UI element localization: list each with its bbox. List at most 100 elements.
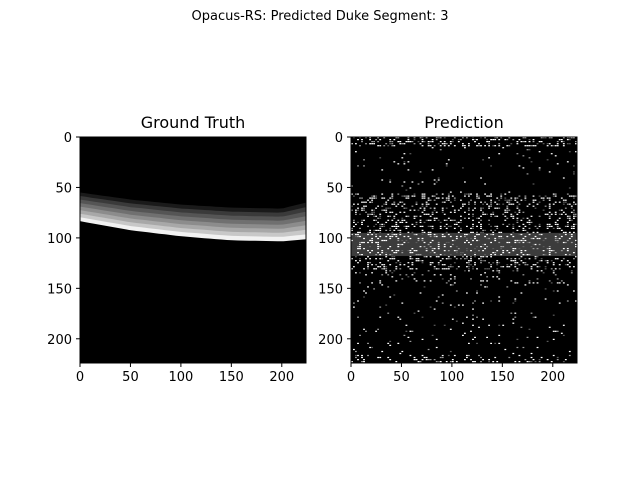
pred-noise-pixel — [538, 266, 541, 268]
pred-noise-pixel — [490, 205, 493, 207]
pred-noise-pixel — [411, 268, 414, 270]
pred-noise-pixel — [506, 139, 509, 141]
pred-noise-pixel — [524, 258, 527, 260]
pred-noise-pixel — [367, 266, 369, 268]
pred-noise-pixel — [498, 199, 501, 201]
pred-noise-pixel — [353, 221, 355, 224]
pred-noise-pixel — [427, 219, 430, 221]
pred-noise-pixel — [381, 169, 384, 171]
pred-noise-pixel — [538, 151, 541, 153]
pred-noise-pixel — [389, 237, 392, 240]
pred-noise-pixel — [419, 137, 422, 139]
pred-noise-pixel — [405, 189, 408, 191]
pred-noise-pixel — [431, 225, 434, 228]
pred-noise-pixel — [556, 359, 559, 361]
pred-noise-pixel — [403, 334, 406, 337]
pred-noise-pixel — [435, 139, 438, 141]
pred-noise-pixel — [453, 354, 456, 357]
pred-noise-pixel — [435, 300, 438, 302]
pred-noise-pixel — [417, 361, 420, 363]
pred-noise-pixel — [544, 205, 547, 207]
pred-noise-pixel — [494, 207, 497, 209]
pred-noise-pixel — [564, 213, 567, 215]
pred-noise-pixel — [564, 199, 567, 201]
pred-noise-pixel — [464, 235, 466, 238]
pred-noise-pixel — [433, 209, 436, 211]
pred-noise-pixel — [379, 262, 382, 264]
pred-noise-pixel — [573, 203, 575, 205]
pred-noise-pixel — [534, 199, 537, 201]
pred-noise-pixel — [520, 292, 523, 294]
pred-noise-pixel — [506, 217, 509, 219]
pred-noise-pixel — [427, 225, 430, 228]
pred-noise-pixel — [514, 361, 517, 363]
pred-noise-pixel — [514, 197, 517, 199]
pred-noise-pixel — [421, 233, 424, 236]
pred-noise-pixel — [478, 354, 480, 357]
pred-noise-pixel — [562, 231, 565, 234]
pred-noise-pixel — [510, 280, 513, 282]
pred-noise-pixel — [478, 239, 480, 242]
pred-noise-pixel — [510, 260, 513, 262]
pred-noise-pixel — [435, 256, 438, 258]
pred-noise-pixel — [502, 203, 505, 205]
pred-noise-pixel — [482, 359, 485, 361]
pred-noise-pixel — [453, 209, 456, 211]
pred-noise-pixel — [472, 318, 474, 320]
pred-noise-pixel — [433, 235, 436, 238]
pred-noise-pixel — [445, 258, 448, 260]
pred-noise-pixel — [516, 205, 519, 207]
pred-noise-pixel — [359, 248, 361, 250]
pred-noise-pixel — [371, 250, 374, 252]
pred-noise-pixel — [421, 145, 424, 147]
pred-noise-pixel — [387, 233, 390, 236]
pred-noise-pixel — [409, 354, 412, 357]
pred-noise-pixel — [514, 211, 517, 213]
pred-noise-pixel — [407, 195, 410, 197]
pred-noise-pixel — [466, 262, 468, 264]
pred-noise-pixel — [474, 235, 476, 238]
pred-noise-pixel — [548, 215, 551, 217]
pred-noise-pixel — [381, 250, 384, 252]
pred-noise-pixel — [496, 262, 499, 264]
pred-noise-pixel — [474, 262, 476, 264]
pred-noise-pixel — [472, 215, 474, 217]
pred-noise-pixel — [401, 157, 404, 159]
pred-noise-pixel — [573, 195, 575, 197]
pred-noise-pixel — [367, 286, 369, 288]
pred-noise-pixel — [363, 201, 365, 203]
pred-noise-pixel — [377, 205, 380, 207]
pred-noise-pixel — [399, 352, 402, 355]
pred-noise-pixel — [439, 225, 442, 228]
pred-noise-pixel — [427, 233, 430, 236]
pred-noise-pixel — [506, 145, 509, 147]
pred-noise-pixel — [468, 264, 470, 266]
pred-noise-pixel — [528, 157, 531, 159]
pred-noise-pixel — [482, 211, 485, 213]
pred-noise-pixel — [403, 195, 406, 197]
pred-noise-pixel — [407, 231, 410, 234]
pred-noise-pixel — [389, 181, 392, 183]
pred-noise-pixel — [425, 356, 428, 359]
pred-noise-pixel — [421, 359, 424, 361]
pred-noise-pixel — [407, 241, 410, 244]
pred-noise-pixel — [433, 248, 436, 250]
pred-noise-pixel — [492, 213, 495, 215]
pred-noise-pixel — [486, 141, 489, 143]
pred-noise-pixel — [431, 227, 434, 230]
pred-noise-pixel — [470, 260, 472, 262]
pred-noise-pixel — [435, 181, 438, 183]
pred-noise-pixel — [462, 205, 464, 207]
pred-noise-pixel — [526, 264, 529, 266]
pred-noise-pixel — [482, 213, 485, 215]
pred-noise-pixel — [385, 143, 388, 145]
pred-noise-pixel — [369, 262, 372, 264]
pred-noise-pixel — [566, 223, 569, 226]
pred-noise-pixel — [478, 221, 480, 224]
pred-noise-pixel — [510, 258, 513, 260]
pred-noise-pixel — [544, 260, 547, 262]
pred-noise-pixel — [562, 201, 565, 203]
pred-noise-pixel — [353, 195, 355, 197]
pred-noise-pixel — [490, 241, 493, 244]
